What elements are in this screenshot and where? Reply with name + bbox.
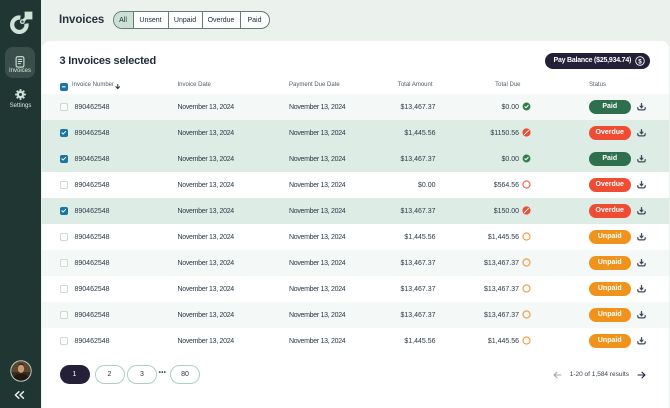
svg-text:$: $ — [638, 58, 642, 65]
